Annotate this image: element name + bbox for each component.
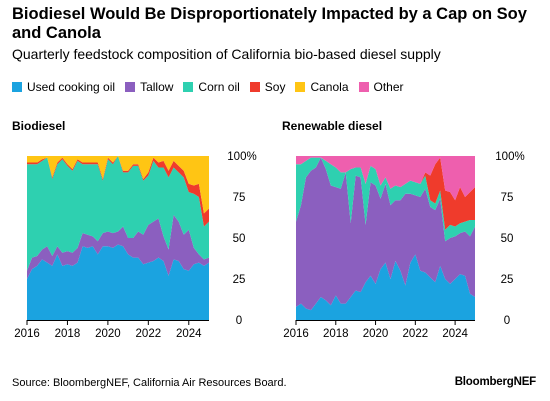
area-canola [27,156,209,214]
area-used-cooking-oil [27,244,209,320]
panel-biodiesel: 2016 2018 2020 2022 2024 0 25 50 75 100% [14,151,257,340]
panel-title-renewable-diesel: Renewable diesel [282,119,383,133]
legend-swatch-other [358,82,369,92]
legend-swatch-canola [295,82,306,92]
area-corn-oil [296,157,475,242]
x-tick-label-2016: 2016 [14,328,40,340]
x-tick-label-2024: 2024 [442,328,468,340]
y-tick-label-0: 0 [236,315,242,327]
y-tick-label-0: 0 [504,315,510,327]
legend-label-other: Other [373,80,404,94]
area-other [296,156,475,201]
legend-item-soy: Soy [249,80,286,94]
y-tick-label-25: 25 [501,274,514,286]
legend-label-corn-oil: Corn oil [198,80,240,94]
x-tick-label-2022: 2022 [403,328,429,340]
chart-title: Biodiesel Would Be Disproportionately Im… [12,5,527,42]
legend-item-corn-oil: Corn oil [183,80,240,94]
area-corn-oil [27,156,209,271]
legend: Used cooking oil Tallow Corn oil Soy Can… [12,80,414,94]
x-tick-label-2020: 2020 [363,328,389,340]
x-tick-label-2018: 2018 [55,328,81,340]
y-tick-label-100: 100% [227,151,256,163]
y-tick-label-50: 50 [233,233,246,245]
chart-subtitle: Quarterly feedstock composition of Calif… [12,46,441,62]
y-tick-label-25: 25 [233,274,246,286]
legend-swatch-soy [249,82,260,92]
x-tick-label-2024: 2024 [176,328,202,340]
x-tick-label-2020: 2020 [95,328,121,340]
panel-renewable-diesel: 2016 2018 2020 2022 2024 0 25 50 75 100% [283,151,525,340]
legend-label-tallow: Tallow [140,80,174,94]
x-tick-label-2018: 2018 [323,328,349,340]
area-tallow [296,157,475,311]
brand-logo: BloombergNEF [454,376,536,388]
legend-label-used-cooking-oil: Used cooking oil [27,80,116,94]
x-tick-label-2022: 2022 [136,328,162,340]
legend-swatch-corn-oil [183,82,194,92]
y-tick-label-75: 75 [233,192,246,204]
legend-item-used-cooking-oil: Used cooking oil [12,80,115,94]
legend-swatch-used-cooking-oil [12,82,22,92]
source-note: Source: BloombergNEF, California Air Res… [12,377,287,389]
y-tick-label-100: 100% [495,151,524,163]
legend-item-canola: Canola [295,80,349,94]
y-tick-label-50: 50 [501,233,514,245]
panel-title-biodiesel: Biodiesel [12,119,66,133]
y-tick-label-75: 75 [501,192,514,204]
legend-item-other: Other [358,80,404,94]
x-tick-label-2016: 2016 [283,328,309,340]
legend-swatch-tallow [125,82,136,92]
legend-label-canola: Canola [310,80,349,94]
legend-item-tallow: Tallow [125,80,173,94]
area-tallow [27,215,209,279]
legend-label-soy: Soy [264,80,286,94]
